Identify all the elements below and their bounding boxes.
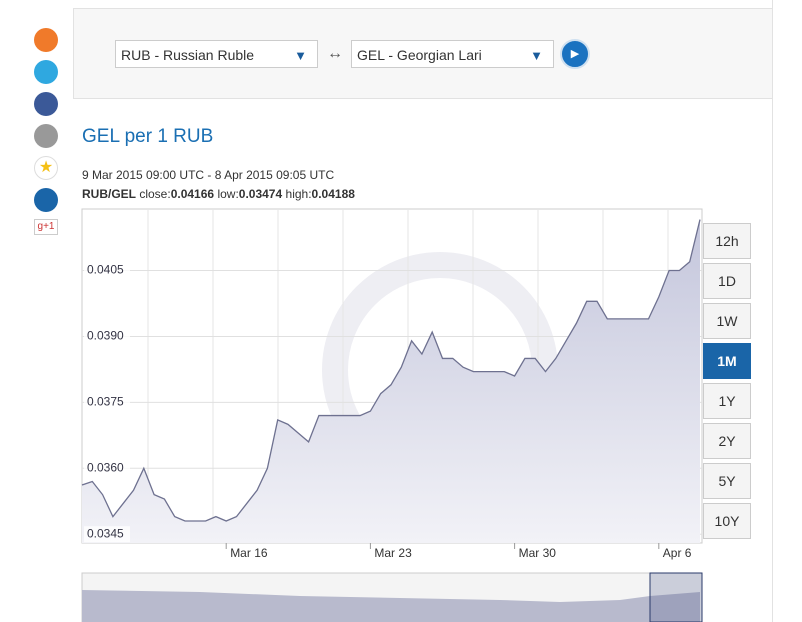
dropdown-arrow: ▼ bbox=[530, 48, 543, 63]
go-button[interactable]: ▶ bbox=[560, 39, 590, 69]
range-button[interactable]: 1D bbox=[703, 263, 751, 299]
stat-value: 0.03474 bbox=[238, 187, 283, 201]
stat-value: 0.04166 bbox=[170, 187, 215, 201]
x-tick-label: Mar 30 bbox=[519, 546, 557, 560]
range-button[interactable]: 2Y bbox=[703, 423, 751, 459]
link-icon[interactable] bbox=[34, 188, 58, 212]
stats: RUB/GEL close:0.04166 low:0.03474 high:0… bbox=[82, 187, 355, 201]
mail-icon[interactable] bbox=[34, 124, 58, 148]
range-button[interactable]: 5Y bbox=[703, 463, 751, 499]
y-tick-label: 0.0390 bbox=[87, 329, 124, 343]
gplus-button[interactable]: g+1 bbox=[34, 219, 58, 235]
y-tick-label: 0.0360 bbox=[87, 460, 124, 474]
range-button[interactable]: 1M bbox=[703, 343, 751, 379]
range-button[interactable]: 10Y bbox=[703, 503, 751, 539]
to-select[interactable]: GEL - Georgian Lari ▼ bbox=[351, 40, 554, 68]
from-select[interactable]: RUB - Russian Ruble ▼ bbox=[115, 40, 318, 68]
star-icon[interactable]: ★ bbox=[34, 156, 58, 180]
x-tick-label: Mar 23 bbox=[374, 546, 412, 560]
navigator-window[interactable] bbox=[649, 572, 703, 622]
rss-icon[interactable] bbox=[34, 28, 58, 52]
navigator-area bbox=[82, 590, 700, 622]
y-tick-bg bbox=[84, 460, 130, 477]
chart-title: GEL per 1 RUB bbox=[82, 126, 214, 147]
stat-value: 0.04188 bbox=[311, 187, 355, 201]
y-tick-label: 0.0405 bbox=[87, 263, 124, 277]
y-tick-bg bbox=[84, 394, 130, 411]
y-tick-bg bbox=[84, 262, 130, 279]
line bbox=[81, 219, 701, 522]
range-button[interactable]: 1Y bbox=[703, 383, 751, 419]
range-button[interactable]: 12h bbox=[703, 223, 751, 259]
pair: RUB/GEL bbox=[82, 187, 136, 201]
divider bbox=[772, 0, 773, 622]
stat-label: close: bbox=[139, 187, 171, 201]
twitter-icon[interactable] bbox=[34, 60, 58, 84]
facebook-icon[interactable] bbox=[34, 92, 58, 116]
to-label: GEL - Georgian Lari bbox=[357, 47, 482, 63]
area bbox=[82, 219, 700, 543]
date-range: 9 Mar 2015 09:00 UTC - 8 Apr 2015 09:05 … bbox=[82, 168, 335, 182]
from-label: RUB - Russian Ruble bbox=[121, 47, 255, 63]
y-tick-label: 0.0375 bbox=[87, 395, 124, 409]
dropdown-arrow: ▼ bbox=[294, 48, 307, 63]
range-button[interactable]: 1W bbox=[703, 303, 751, 339]
stat-label: low: bbox=[217, 187, 239, 201]
x-tick-label: Apr 6 bbox=[663, 546, 692, 560]
y-tick-bg bbox=[84, 526, 130, 543]
y-tick-label: 0.0345 bbox=[87, 526, 124, 540]
x-tick-label: Mar 16 bbox=[230, 546, 268, 560]
swap-icon[interactable]: ↔ bbox=[327, 45, 343, 62]
stat-label: high: bbox=[285, 187, 312, 201]
y-tick-bg bbox=[84, 328, 130, 345]
